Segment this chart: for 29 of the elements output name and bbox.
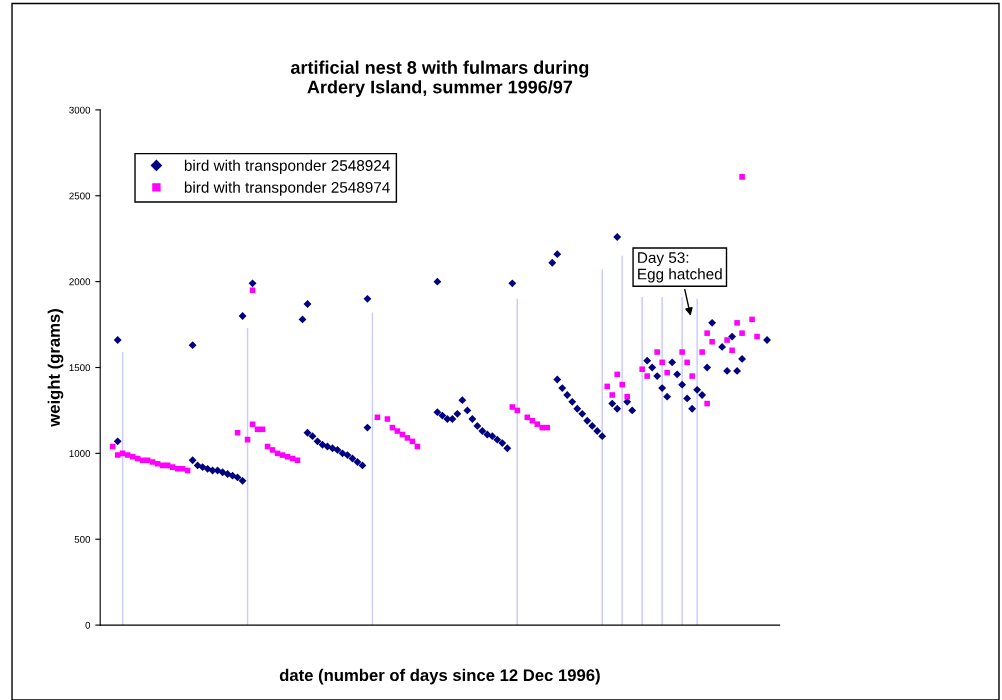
point xyxy=(113,336,122,344)
y-tick-label: 2500 xyxy=(69,192,91,200)
point xyxy=(298,315,307,324)
legend-label: bird with transponder 2548924 xyxy=(184,159,390,174)
point xyxy=(613,233,622,241)
point xyxy=(433,277,442,286)
annotation: Day 53: Egg hatched xyxy=(638,252,722,283)
point xyxy=(249,287,256,293)
y-tick-label: 0 xyxy=(85,621,91,629)
point xyxy=(303,300,312,308)
legend-label: bird with transponder 2548974 xyxy=(184,181,390,196)
point xyxy=(548,258,557,267)
y-tick-label: 2000 xyxy=(69,278,91,286)
y-tick-label: 1000 xyxy=(69,450,91,457)
point xyxy=(739,174,745,180)
point xyxy=(363,294,372,303)
point xyxy=(704,400,710,407)
point xyxy=(553,250,562,259)
point xyxy=(188,341,197,350)
x-axis-title: date (number of days since 12 Dec 1996) xyxy=(279,668,600,685)
point xyxy=(248,279,257,288)
y-axis-title: weight (grams) xyxy=(47,309,64,427)
y-tick-label: 3000 xyxy=(69,106,91,114)
y-tick-label: 500 xyxy=(74,535,91,543)
y-tick-label: 1500 xyxy=(69,364,91,372)
point xyxy=(238,312,247,320)
point xyxy=(763,336,771,344)
chart-title: artificial nest 8 with fulmars during Ardery Island, summer 1996/97 xyxy=(290,60,589,97)
point xyxy=(508,279,517,288)
